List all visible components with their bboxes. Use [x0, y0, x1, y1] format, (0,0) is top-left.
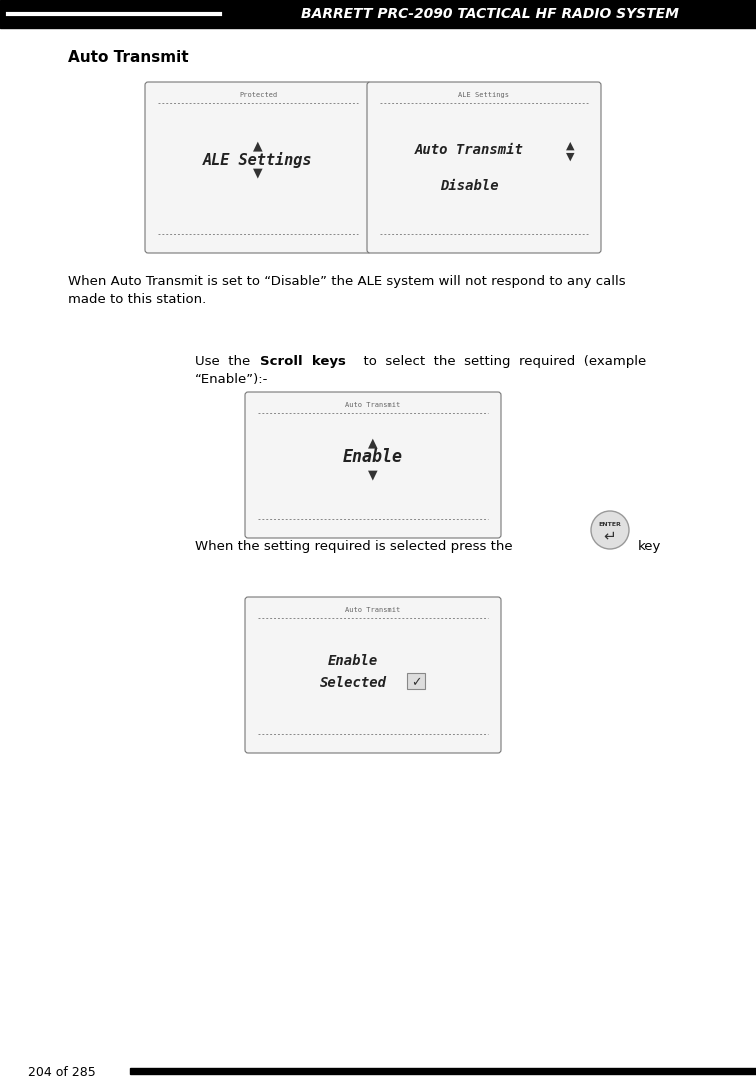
FancyBboxPatch shape	[367, 82, 601, 253]
Text: ▼: ▼	[565, 152, 575, 161]
Text: Auto Transmit: Auto Transmit	[414, 143, 523, 157]
Text: Protected: Protected	[239, 92, 277, 97]
FancyBboxPatch shape	[245, 392, 501, 538]
Bar	[130, 1068, 756, 1074]
Text: ↵: ↵	[603, 529, 616, 544]
Text: ▼: ▼	[253, 166, 263, 179]
Text: BARRETT PRC-2090 TACTICAL HF RADIO SYSTEM: BARRETT PRC-2090 TACTICAL HF RADIO SYSTE…	[301, 6, 679, 21]
Circle shape	[591, 511, 629, 549]
Text: “Enable”):-: “Enable”):-	[195, 373, 268, 386]
Text: ENTER: ENTER	[599, 522, 621, 527]
Text: ▲: ▲	[368, 436, 378, 449]
Text: ▲: ▲	[253, 139, 263, 152]
Text: Auto Transmit: Auto Transmit	[345, 402, 401, 408]
Text: Enable: Enable	[328, 654, 378, 668]
Text: Scroll  keys: Scroll keys	[260, 355, 346, 368]
Text: When the setting required is selected press the: When the setting required is selected pr…	[195, 540, 513, 553]
FancyBboxPatch shape	[145, 82, 371, 253]
Text: 204 of 285: 204 of 285	[28, 1067, 96, 1080]
Text: Auto Transmit: Auto Transmit	[68, 50, 189, 65]
Text: Use  the: Use the	[195, 355, 259, 368]
Text: ▼: ▼	[368, 469, 378, 482]
Text: key: key	[638, 540, 662, 553]
FancyBboxPatch shape	[245, 597, 501, 753]
Text: ALE Settings: ALE Settings	[458, 92, 510, 97]
Text: to  select  the  setting  required  (example: to select the setting required (example	[355, 355, 646, 368]
Bar	[407, 673, 425, 689]
Text: made to this station.: made to this station.	[68, 293, 206, 306]
Text: Auto Transmit: Auto Transmit	[345, 606, 401, 613]
Text: Disable: Disable	[440, 179, 498, 193]
Bar	[0, 0, 756, 28]
Text: Enable: Enable	[343, 448, 403, 466]
Text: When Auto Transmit is set to “Disable” the ALE system will not respond to any ca: When Auto Transmit is set to “Disable” t…	[68, 275, 626, 288]
Text: Selected: Selected	[320, 676, 386, 690]
Text: ▲: ▲	[565, 141, 575, 151]
Text: ✓: ✓	[411, 677, 421, 690]
Text: ALE Settings: ALE Settings	[203, 152, 313, 168]
